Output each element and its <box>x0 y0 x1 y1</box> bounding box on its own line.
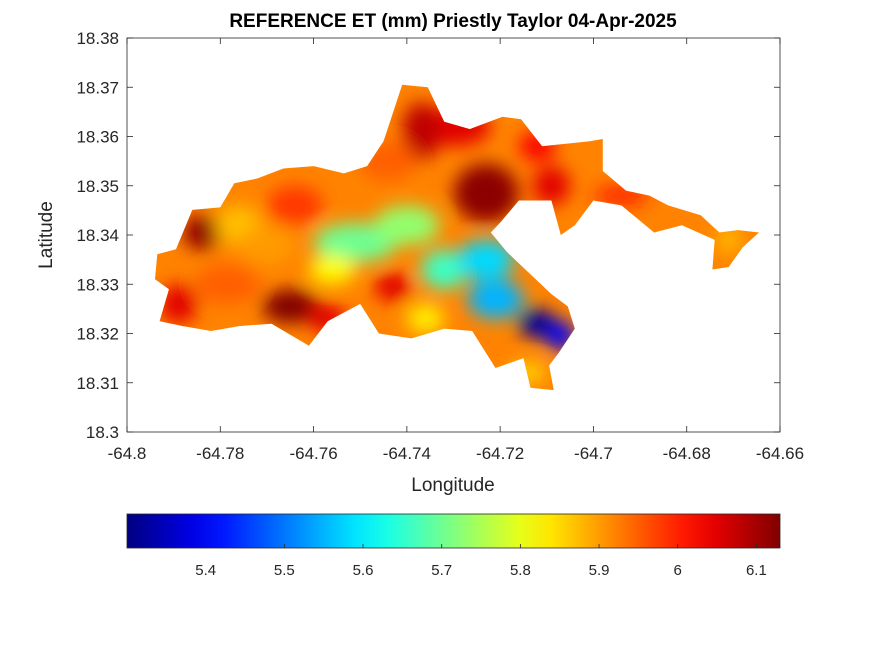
colorbar-tick-label: 5.7 <box>431 562 452 579</box>
heat-blob-9 <box>402 102 440 162</box>
heat-blob-15 <box>374 205 440 245</box>
heat-blob-4 <box>194 264 260 304</box>
y-axis-title: Latitude <box>36 201 57 269</box>
heat-blob-18 <box>406 303 445 334</box>
colorbar-tick-label: 5.4 <box>195 562 216 579</box>
y-tick-label: 18.36 <box>76 128 119 147</box>
heat-blob-6 <box>238 225 295 265</box>
y-tick-label: 18.35 <box>76 177 119 196</box>
x-tick-label: -64.7 <box>574 444 613 463</box>
heat-blob-1 <box>262 289 319 324</box>
heat-blob-19 <box>420 249 468 290</box>
y-tick-label: 18.34 <box>76 226 119 245</box>
heat-blob-22 <box>518 308 557 339</box>
colorbar-tick-label: 6.1 <box>746 562 767 579</box>
heat-blob-10 <box>453 163 519 223</box>
y-tick-label: 18.33 <box>76 275 119 294</box>
x-tick-label: -64.78 <box>196 444 244 463</box>
heat-blob-0 <box>182 215 221 250</box>
y-tick-label: 18.38 <box>76 29 119 48</box>
chart-title: REFERENCE ET (mm) Priestly Taylor 04-Apr… <box>229 11 677 32</box>
colorbar-tick-label: 5.5 <box>274 562 295 579</box>
x-axis: -64.8 -64.78 -64.76 -64.74 -64.72 -64.7 -64.68… <box>108 38 804 463</box>
colorbar-tick-label: 5.6 <box>353 562 374 579</box>
heat-blob-25 <box>714 225 743 255</box>
colorbar-ticks: 5.4 5.5 5.6 5.7 5.8 5.9 6 6.1 <box>195 544 767 579</box>
heat-blob-12 <box>532 166 571 206</box>
colorbar <box>126 513 781 549</box>
x-tick-label: -64.76 <box>289 444 337 463</box>
colorbar-tick-label: 5.9 <box>589 562 610 579</box>
heat-blob-14 <box>313 222 398 263</box>
x-tick-label: -64.66 <box>756 444 804 463</box>
x-tick-label: -64.72 <box>476 444 524 463</box>
y-tick-label: 18.3 <box>86 423 119 442</box>
heat-blob-16 <box>308 254 356 285</box>
heat-blob-21 <box>467 279 524 319</box>
heat-blob-20 <box>458 239 515 280</box>
y-tick-label: 18.31 <box>76 374 119 393</box>
heat-blobs <box>159 102 743 383</box>
y-tick-label: 18.37 <box>76 78 119 97</box>
heat-blob-3 <box>159 284 197 324</box>
colorbar-tick-label: 5.8 <box>510 562 531 579</box>
x-tick-label: -64.74 <box>383 444 431 463</box>
x-tick-label: -64.68 <box>663 444 711 463</box>
heat-blob-7 <box>266 185 323 226</box>
x-tick-label: -64.8 <box>108 444 147 463</box>
y-tick-label: 18.32 <box>76 325 119 344</box>
x-axis-title: Longitude <box>411 475 494 496</box>
colorbar-tick-label: 6 <box>674 562 682 579</box>
y-axis: 18.3 18.31 18.32 18.33 18.34 18.35 18.36 18.37 1… <box>76 29 780 442</box>
heat-blob-17 <box>374 271 412 302</box>
